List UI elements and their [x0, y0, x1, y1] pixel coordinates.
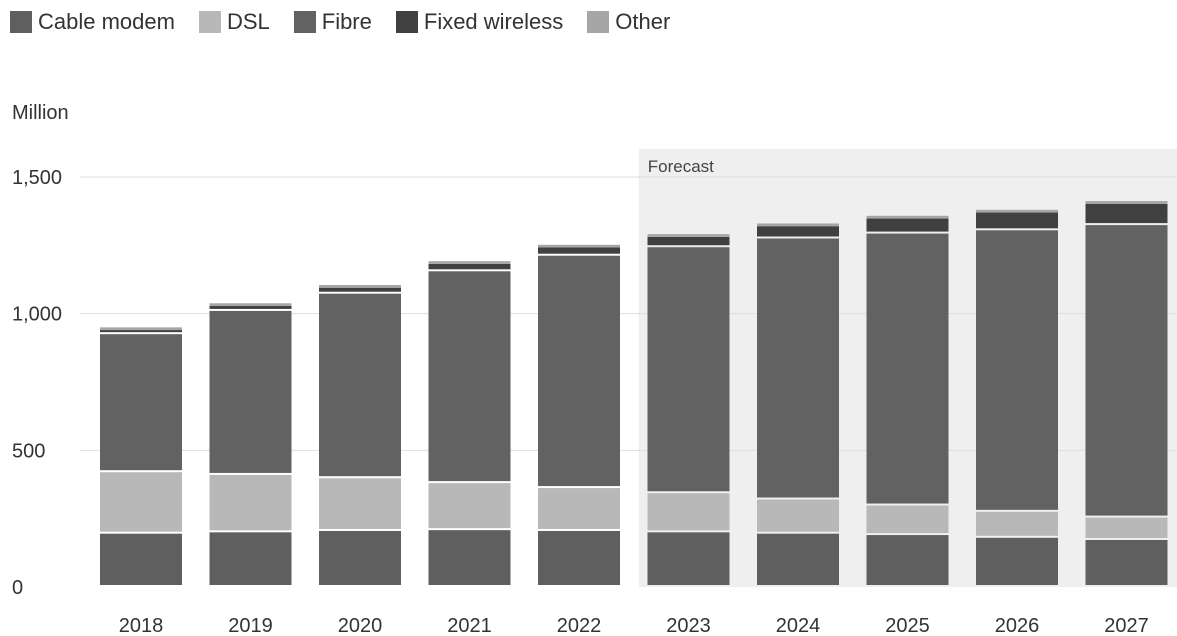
- bar-segment: [647, 493, 730, 531]
- bar-segment: [866, 218, 949, 232]
- bar-segment: [319, 287, 401, 292]
- bar-segment: [319, 284, 401, 288]
- bar-segment: [1085, 517, 1168, 538]
- x-tick-label: 2024: [776, 615, 821, 636]
- bar-segment: [866, 535, 949, 585]
- y-axis-unit: Million: [12, 102, 69, 124]
- bar-segment: [757, 238, 839, 498]
- bar-segment: [866, 233, 949, 504]
- legend-label-fibre: Fibre: [321, 9, 372, 34]
- bar-segment: [1085, 539, 1168, 585]
- bar-segment: [647, 247, 730, 492]
- bar-segment: [100, 330, 182, 333]
- legend-swatch-dsl: [198, 11, 221, 33]
- legend-item-fibre: Fibre: [293, 8, 372, 36]
- bar-segment: [1085, 203, 1168, 224]
- bar-segment: [209, 474, 292, 531]
- legend-item-fixed-wireless: Fixed wireless: [395, 8, 564, 36]
- bar-segment: [538, 247, 620, 254]
- bar-segment: [976, 209, 1058, 213]
- bar-segment: [538, 488, 620, 529]
- bar-segment: [866, 505, 949, 534]
- bar-segment: [100, 327, 182, 331]
- bar-segment: [428, 271, 511, 482]
- y-tick-label: 0: [12, 577, 23, 599]
- bar-segment: [538, 255, 620, 487]
- legend-item-other: Other: [587, 8, 670, 36]
- bar-segment: [209, 303, 292, 307]
- bar-segment: [428, 530, 511, 585]
- bar-segment: [757, 533, 839, 585]
- legend-item-dsl: DSL: [198, 8, 270, 36]
- y-tick-label: 1,500: [12, 167, 62, 189]
- bar-segment: [428, 483, 511, 529]
- bar-segment: [976, 212, 1058, 229]
- x-tick-label: 2026: [995, 615, 1040, 636]
- y-tick-label: 500: [12, 440, 45, 462]
- x-tick-label: 2023: [666, 615, 711, 636]
- legend-swatch-cable-modem: [10, 11, 32, 33]
- bar-segment: [647, 236, 730, 246]
- y-tick-label: 1,000: [12, 304, 62, 326]
- bar-segment: [1085, 201, 1168, 204]
- x-tick-label: 2022: [557, 615, 602, 636]
- legend-label-other: Other: [615, 9, 671, 34]
- bar-segment: [209, 310, 292, 473]
- x-tick-label: 2020: [338, 615, 383, 636]
- legend-swatch-other: [587, 11, 610, 33]
- bar-segment: [209, 532, 292, 585]
- forecast-label: Forecast: [648, 157, 714, 176]
- bar-segment: [319, 293, 401, 477]
- bar-segment: [100, 533, 182, 585]
- bar-segment: [100, 472, 182, 532]
- legend-label-fixed-wireless: Fixed wireless: [423, 9, 564, 34]
- bar-segment: [1085, 225, 1168, 516]
- bar-segment: [538, 244, 620, 248]
- bar-segment: [647, 234, 730, 237]
- legend-label-dsl: DSL: [226, 9, 270, 34]
- x-tick-label: 2025: [885, 615, 930, 636]
- bar-segment: [757, 223, 839, 227]
- x-tick-label: 2027: [1104, 615, 1149, 636]
- bar-segment: [319, 530, 401, 585]
- legend-swatch-fibre: [293, 11, 316, 33]
- legend-item-cable-modem: Cable modem: [10, 8, 175, 36]
- bar-segment: [976, 230, 1058, 510]
- x-tick-label: 2018: [119, 615, 164, 636]
- legend-swatch-fixed-wireless: [395, 11, 418, 33]
- bar-segment: [757, 226, 839, 237]
- bar-segment: [976, 537, 1058, 585]
- bar-segment: [976, 511, 1058, 536]
- bar-segment: [319, 478, 401, 529]
- bar-segment: [428, 261, 511, 264]
- bar-segment: [647, 532, 730, 585]
- chart-legend: Cable modem DSL Fibre Fixed wireless Oth…: [10, 8, 670, 36]
- x-tick-label: 2019: [228, 615, 273, 636]
- bar-segment: [209, 306, 292, 309]
- bar-segment: [538, 530, 620, 585]
- bar-segment: [757, 499, 839, 532]
- bar-segment: [100, 334, 182, 471]
- bar-segment: [428, 263, 511, 270]
- x-tick-label: 2021: [447, 615, 492, 636]
- bar-segment: [866, 215, 949, 219]
- legend-label-cable-modem: Cable modem: [38, 9, 175, 34]
